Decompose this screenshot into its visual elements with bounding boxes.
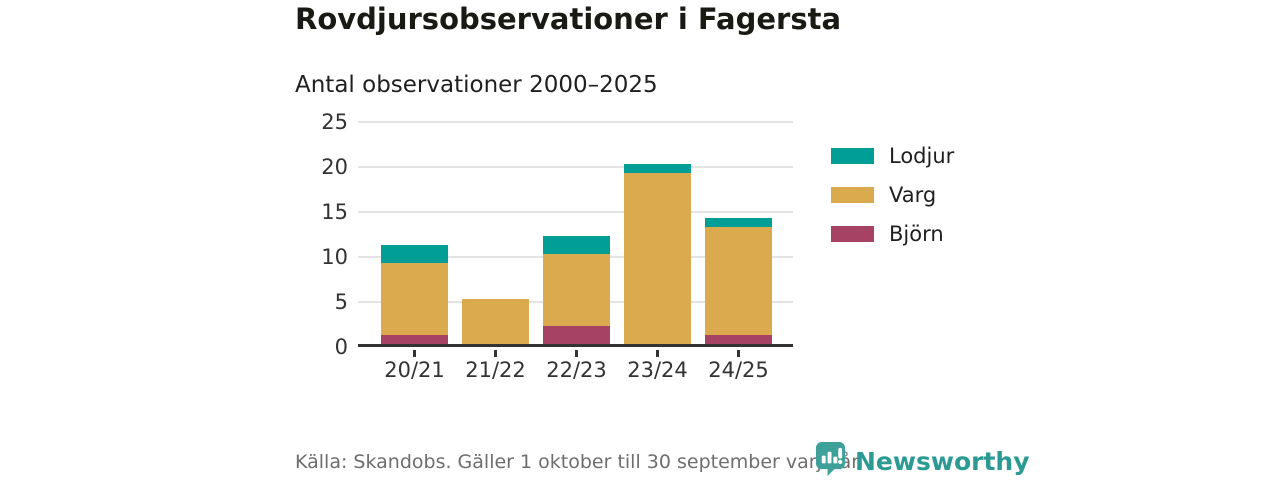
x-tick-20/21 (413, 350, 416, 357)
bar-segment-Lodjur-20/21 (381, 245, 448, 263)
legend-item-Varg: Varg (831, 183, 954, 207)
legend-item-Björn: Björn (831, 222, 954, 246)
bar-segment-Björn-24/25 (705, 335, 772, 344)
legend-item-Lodjur: Lodjur (831, 144, 954, 168)
gridline-25 (358, 121, 793, 123)
y-tick-label-10: 10 (321, 245, 348, 269)
bar-segment-Björn-20/21 (381, 335, 448, 344)
y-tick-label-25: 25 (321, 110, 348, 134)
y-tick-label-15: 15 (321, 200, 348, 224)
x-tick-label-20/21: 20/21 (384, 358, 445, 382)
bar-segment-Lodjur-22/23 (543, 236, 610, 254)
bar-24/25 (705, 218, 772, 344)
brand-logo: Newsworthy (815, 441, 1030, 480)
x-tick-24/25 (737, 350, 740, 357)
newsworthy-logo-icon (815, 441, 846, 480)
gridline-20 (358, 166, 793, 168)
chart-subtitle: Antal observationer 2000–2025 (295, 72, 658, 98)
legend-label-Lodjur: Lodjur (889, 144, 955, 168)
x-tick-label-23/24: 23/24 (627, 358, 688, 382)
x-tick-label-21/22: 21/22 (465, 358, 526, 382)
bar-21/22 (462, 299, 529, 344)
gridline-15 (358, 211, 793, 213)
bar-segment-Varg-24/25 (705, 227, 772, 335)
legend-swatch-Lodjur (831, 148, 874, 164)
plot-area (358, 121, 793, 347)
x-tick-21/22 (494, 350, 497, 357)
bar-segment-Varg-22/23 (543, 254, 610, 326)
chart-legend: Lodjur Varg Björn (831, 144, 954, 261)
bar-segment-Björn-22/23 (543, 326, 610, 344)
bar-segment-Varg-21/22 (462, 299, 529, 344)
brand-name: Newsworthy (855, 446, 1030, 476)
bar-segment-Varg-23/24 (624, 173, 691, 344)
legend-label-Björn: Björn (889, 222, 944, 246)
bar-23/24 (624, 164, 691, 344)
y-tick-label-0: 0 (334, 335, 348, 359)
x-tick-23/24 (656, 350, 659, 357)
legend-swatch-Varg (831, 187, 874, 203)
y-tick-label-5: 5 (334, 290, 348, 314)
chart-title: Rovdjursobservationer i Fagersta (295, 2, 842, 36)
bar-22/23 (543, 236, 610, 344)
source-note: Källa: Skandobs. Gäller 1 oktober till 3… (295, 451, 864, 473)
bar-segment-Lodjur-24/25 (705, 218, 772, 227)
bar-20/21 (381, 245, 448, 344)
x-tick-22/23 (575, 350, 578, 357)
x-tick-label-22/23: 22/23 (546, 358, 607, 382)
legend-label-Varg: Varg (889, 183, 937, 207)
bar-segment-Varg-20/21 (381, 263, 448, 335)
legend-swatch-Björn (831, 226, 874, 242)
x-tick-label-24/25: 24/25 (708, 358, 769, 382)
y-tick-label-20: 20 (321, 155, 348, 179)
bar-segment-Lodjur-23/24 (624, 164, 691, 173)
